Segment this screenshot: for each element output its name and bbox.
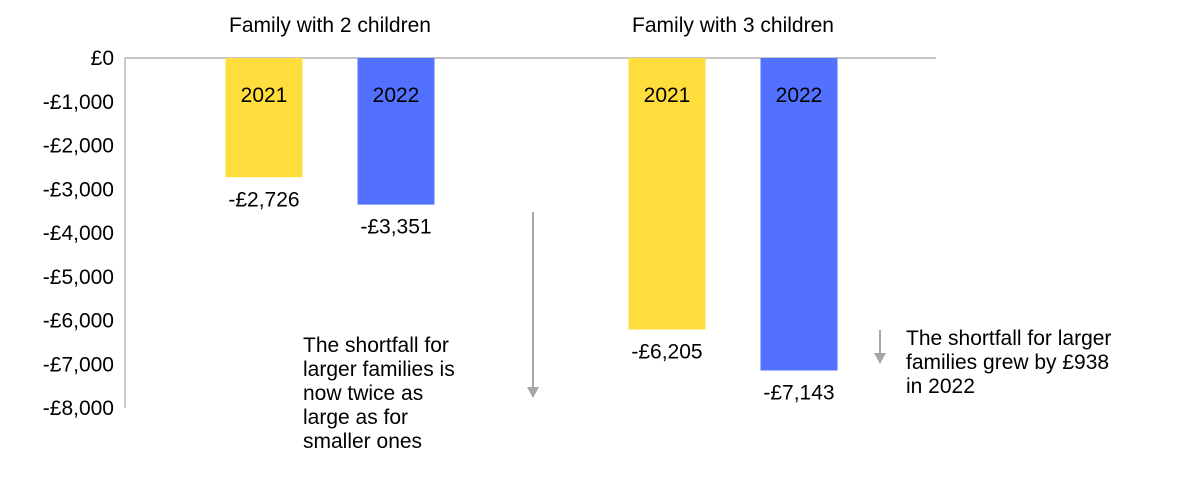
bar — [357, 58, 435, 205]
bar-value-label: -£6,205 — [631, 340, 702, 363]
annotation-arrows — [527, 212, 886, 398]
right-annotation: The shortfall for larger families grew b… — [906, 327, 1112, 398]
y-tick-label: -£8,000 — [43, 397, 114, 420]
bar-value-label: -£2,726 — [228, 188, 299, 211]
y-tick-label: -£2,000 — [43, 135, 114, 158]
down-arrow-icon — [874, 330, 886, 364]
y-tick-label: -£5,000 — [43, 266, 114, 289]
bar-value-label: -£3,351 — [360, 216, 431, 239]
bar-year-label: 2021 — [644, 84, 691, 107]
bar — [760, 58, 838, 371]
bar-year-label: 2022 — [373, 84, 420, 107]
y-tick-label: -£4,000 — [43, 222, 114, 245]
y-tick-label: -£3,000 — [43, 178, 114, 201]
bars — [225, 58, 838, 371]
y-tick-label: £0 — [91, 47, 114, 70]
bar — [225, 58, 303, 178]
labels: £0 -£1,000 -£2,000 -£3,000 -£4,000 -£5,000 -£6… — [43, 14, 835, 420]
group-label: Family with 2 children — [229, 14, 431, 37]
bar-year-label: 2021 — [241, 84, 288, 107]
down-arrow-icon — [527, 212, 539, 398]
bar-year-label: 2022 — [776, 84, 823, 107]
y-tick-label: -£6,000 — [43, 310, 114, 333]
y-tick-label: -£1,000 — [43, 91, 114, 114]
group-label: Family with 3 children — [632, 14, 834, 37]
bar-value-label: -£7,143 — [763, 382, 834, 405]
bar — [628, 58, 706, 330]
left-annotation: The shortfall for larger families is now… — [303, 334, 455, 453]
y-tick-label: -£7,000 — [43, 353, 114, 376]
